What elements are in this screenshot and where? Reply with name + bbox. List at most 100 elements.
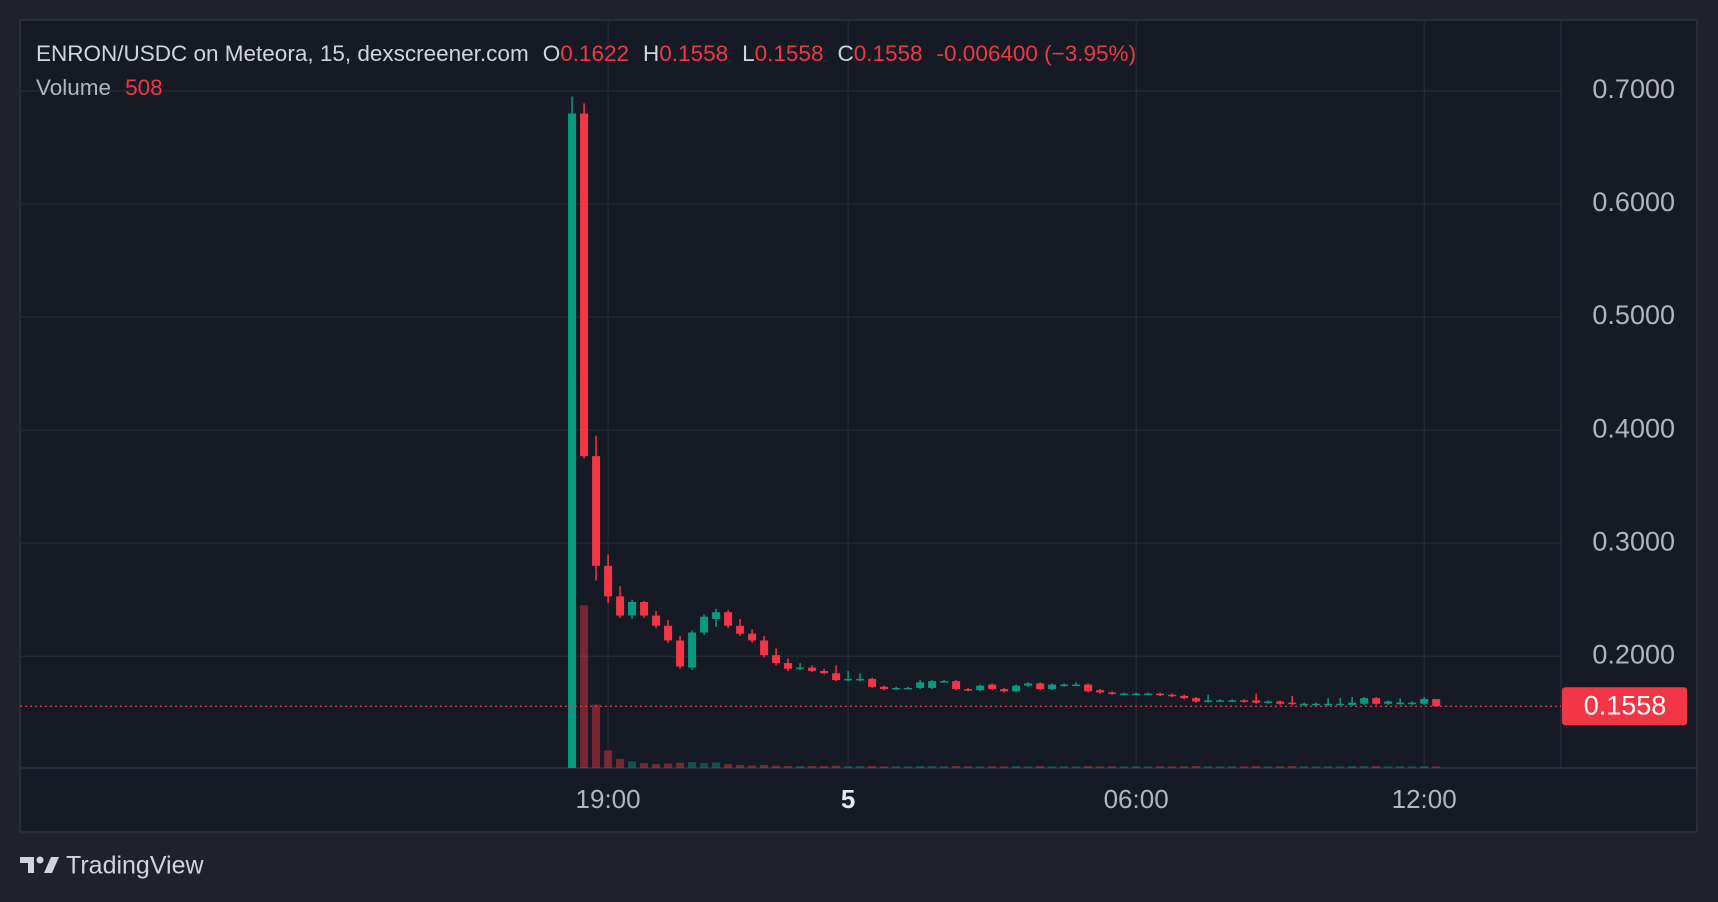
candle-body bbox=[904, 687, 913, 690]
candle-body bbox=[748, 633, 757, 641]
candle-body bbox=[988, 684, 997, 690]
ohlc-label: O bbox=[543, 41, 561, 66]
volume-bar bbox=[1288, 766, 1297, 768]
candle-body bbox=[592, 456, 601, 566]
last-price-tag bbox=[1562, 687, 1687, 726]
volume-bar bbox=[1300, 766, 1309, 768]
legend: ENRON/USDC on Meteora, 15, dexscreener.c… bbox=[36, 41, 1136, 100]
candle-body bbox=[832, 673, 841, 681]
candle-body bbox=[1312, 703, 1321, 706]
candle-body bbox=[1168, 694, 1177, 697]
logo-mark bbox=[20, 857, 34, 873]
candle-body bbox=[1300, 703, 1309, 706]
volume-bar bbox=[628, 761, 637, 768]
y-tick-label: 0.6000 bbox=[1592, 187, 1675, 217]
candle-body bbox=[1144, 693, 1153, 696]
candle-body bbox=[916, 682, 925, 688]
candles bbox=[568, 96, 1441, 768]
candle-body bbox=[1096, 690, 1105, 693]
candle-body bbox=[772, 655, 781, 664]
candle-body bbox=[1156, 693, 1165, 696]
candle-body bbox=[568, 113, 577, 768]
axes: 0.2000 0.3000 0.4000 0.5000 0.6000 0.7000 19:0… bbox=[20, 74, 1687, 814]
candle-body bbox=[1240, 700, 1249, 702]
volume-bar bbox=[952, 766, 961, 768]
volume-bar bbox=[604, 750, 613, 768]
volume-bar bbox=[1108, 766, 1117, 768]
ohlc-value: 0.1622 bbox=[560, 41, 629, 66]
legend-title: ENRON/USDC on Meteora, 15, dexscreener.c… bbox=[36, 41, 529, 66]
volume-bar bbox=[700, 763, 709, 768]
y-tick-label: 0.3000 bbox=[1592, 526, 1675, 556]
candle-body bbox=[688, 632, 697, 668]
volume-bar bbox=[1408, 766, 1417, 768]
candle-body bbox=[1336, 703, 1345, 706]
candle-body bbox=[580, 113, 589, 457]
candle-body bbox=[928, 681, 937, 688]
volume-bar bbox=[1180, 766, 1189, 768]
volume-bar bbox=[1384, 766, 1393, 768]
candle-body bbox=[976, 685, 985, 691]
volume-bar bbox=[808, 766, 817, 768]
candle-body bbox=[796, 667, 805, 670]
volume-bar bbox=[736, 765, 745, 768]
candle-body bbox=[1024, 683, 1033, 686]
legend-volume-row: Volume 508 bbox=[36, 75, 163, 100]
candle-body bbox=[808, 667, 817, 671]
volume-bar bbox=[1264, 766, 1273, 768]
volume-bar bbox=[1240, 766, 1249, 768]
ohlc-value: 0.1558 bbox=[659, 41, 728, 66]
candle-body bbox=[1360, 698, 1369, 704]
volume-bar bbox=[964, 766, 973, 768]
candle-body bbox=[1192, 698, 1201, 702]
volume-bar bbox=[1324, 766, 1333, 768]
candle-body bbox=[628, 602, 637, 616]
x-tick-label: 12:00 bbox=[1392, 784, 1457, 814]
volume-bar bbox=[916, 766, 925, 768]
volume-bar bbox=[1096, 766, 1105, 768]
x-tick-label: 5 bbox=[841, 784, 855, 814]
candle-body bbox=[1036, 683, 1045, 690]
ohlc-value: 0.1558 bbox=[854, 41, 923, 66]
candle-body bbox=[1384, 701, 1393, 704]
volume-bar bbox=[1252, 766, 1261, 768]
volume-bar bbox=[688, 762, 697, 768]
y-tick-label: 0.4000 bbox=[1592, 413, 1675, 443]
candle-body bbox=[1216, 700, 1225, 702]
volume-bar bbox=[724, 764, 733, 768]
candle-body bbox=[1396, 702, 1405, 705]
candle-body bbox=[1204, 700, 1213, 702]
volume-bar bbox=[1396, 766, 1405, 768]
y-tick-label: 0.7000 bbox=[1592, 74, 1675, 104]
volume-bar bbox=[856, 766, 865, 768]
logo-text: TradingView bbox=[66, 852, 205, 880]
volume-bar bbox=[616, 758, 625, 768]
volume-bar bbox=[988, 766, 997, 768]
volume-bar bbox=[1072, 766, 1081, 768]
volume-bar bbox=[880, 766, 889, 768]
candle-body bbox=[844, 678, 853, 681]
grid bbox=[20, 20, 1561, 768]
candle-body bbox=[1072, 684, 1081, 687]
candle-body bbox=[712, 612, 721, 619]
candle-body bbox=[892, 687, 901, 690]
volume-bar bbox=[1132, 766, 1141, 768]
candle-body bbox=[1348, 702, 1357, 705]
volume-bar bbox=[1312, 766, 1321, 768]
change-value: -0.006400 (−3.95%) bbox=[937, 41, 1137, 66]
candle-body bbox=[784, 663, 793, 669]
candle-body bbox=[1132, 693, 1141, 696]
volume-bar bbox=[1168, 766, 1177, 768]
volume-label: Volume bbox=[36, 75, 111, 100]
volume-bar bbox=[1012, 766, 1021, 768]
candle-body bbox=[604, 565, 613, 597]
volume-bar bbox=[940, 766, 949, 768]
candle-body bbox=[1180, 695, 1189, 699]
volume-bar bbox=[832, 765, 841, 768]
volume-bar bbox=[580, 605, 589, 768]
volume-bar bbox=[1120, 766, 1129, 768]
volume-bar bbox=[1192, 766, 1201, 768]
ohlc-label: C bbox=[837, 41, 853, 66]
volume-bar bbox=[760, 765, 769, 768]
x-tick-label: 06:00 bbox=[1104, 784, 1169, 814]
